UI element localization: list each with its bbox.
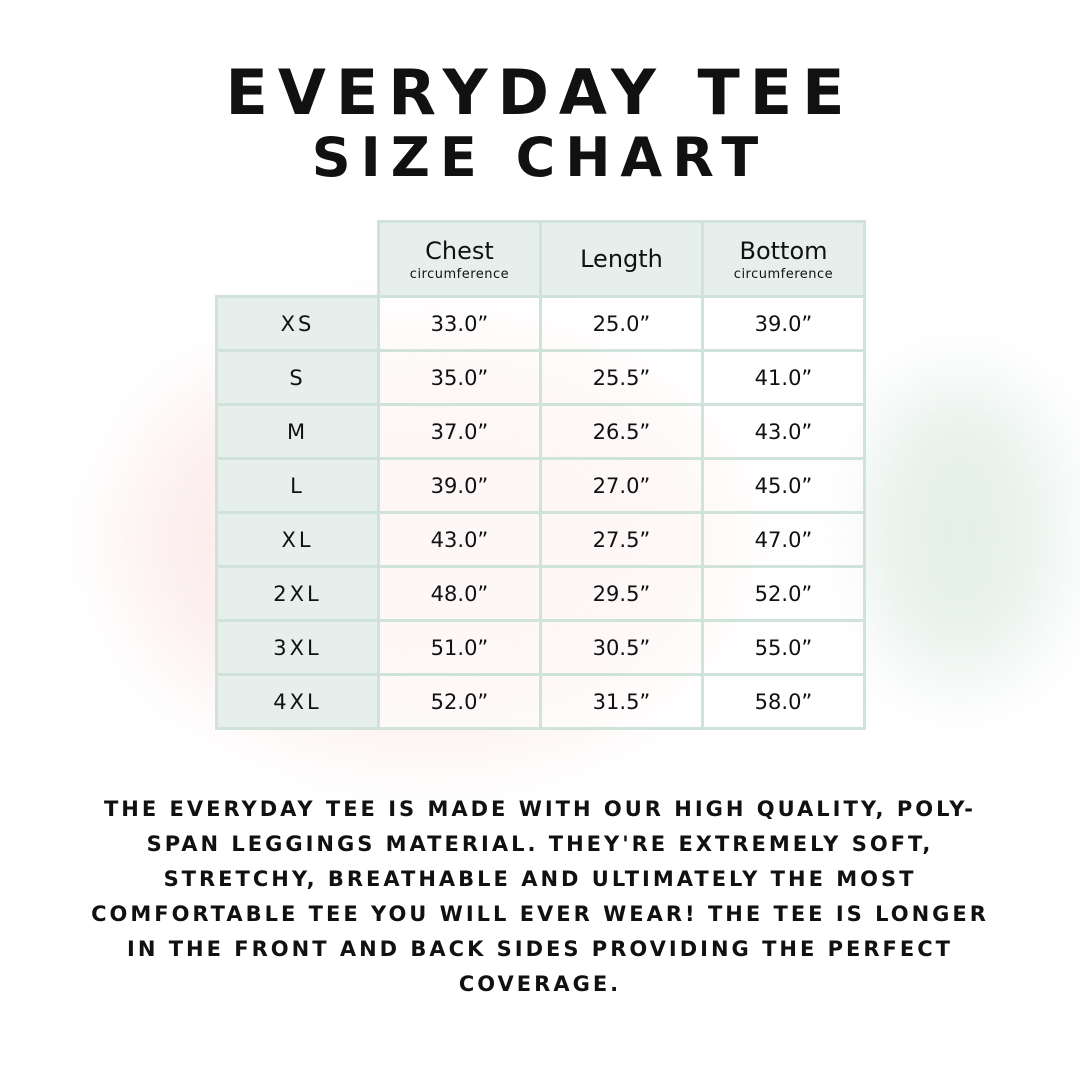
chest-cell: 48.0” [377,565,542,622]
chest-cell: 52.0” [377,673,542,730]
header-chest-sub: circumference [409,266,510,282]
size-cell: XS [215,295,380,352]
chest-cell: 51.0” [377,619,542,676]
size-chart-table: Chest circumference Length Bottom circumfe… [215,220,866,730]
length-cell: 26.5” [539,403,704,460]
table-row: S 35.0” 25.5” 41.0” [215,349,866,406]
length-cell: 29.5” [539,565,704,622]
size-cell: S [215,349,380,406]
size-cell: 2XL [215,565,380,622]
bottom-cell: 52.0” [701,565,866,622]
table-row: 4XL 52.0” 31.5” 58.0” [215,673,866,730]
length-cell: 27.5” [539,511,704,568]
chest-cell: 37.0” [377,403,542,460]
bottom-cell: 58.0” [701,673,866,730]
title-line-1: EVERYDAY TEE [225,56,855,129]
table-row: M 37.0” 26.5” 43.0” [215,403,866,460]
size-cell: 4XL [215,673,380,730]
length-cell: 31.5” [539,673,704,730]
chest-cell: 33.0” [377,295,542,352]
bottom-cell: 55.0” [701,619,866,676]
table-row: XL 43.0” 27.5” 47.0” [215,511,866,568]
table-row: XS 33.0” 25.0” 39.0” [215,295,866,352]
chest-cell: 35.0” [377,349,542,406]
length-cell: 25.0” [539,295,704,352]
bottom-cell: 47.0” [701,511,866,568]
size-cell: M [215,403,380,460]
bottom-cell: 39.0” [701,295,866,352]
bottom-cell: 45.0” [701,457,866,514]
header-length-label: Length [580,245,663,273]
size-cell: XL [215,511,380,568]
length-cell: 30.5” [539,619,704,676]
header-chest-label: Chest [425,236,494,265]
background-cactus-tint [860,380,1060,680]
table-row: 2XL 48.0” 29.5” 52.0” [215,565,866,622]
chest-cell: 39.0” [377,457,542,514]
header-bottom-sub: circumference [733,266,834,282]
header-blank [217,222,379,297]
header-bottom-label: Bottom [739,236,828,265]
length-cell: 27.0” [539,457,704,514]
length-cell: 25.5” [539,349,704,406]
header-row: Chest circumference Length Bottom circumfe… [217,220,866,298]
description: The Everyday Tee is made with our high q… [91,797,989,996]
header-bottom: Bottom circumference [701,220,866,298]
bottom-cell: 43.0” [701,403,866,460]
size-cell: L [215,457,380,514]
header-chest: Chest circumference [377,220,542,298]
chest-cell: 43.0” [377,511,542,568]
header-length: Length [539,220,704,298]
title-line-2: SIZE CHART [311,126,769,189]
size-cell: 3XL [215,619,380,676]
table-row: 3XL 51.0” 30.5” 55.0” [215,619,866,676]
bottom-cell: 41.0” [701,349,866,406]
table-row: L 39.0” 27.0” 45.0” [215,457,866,514]
